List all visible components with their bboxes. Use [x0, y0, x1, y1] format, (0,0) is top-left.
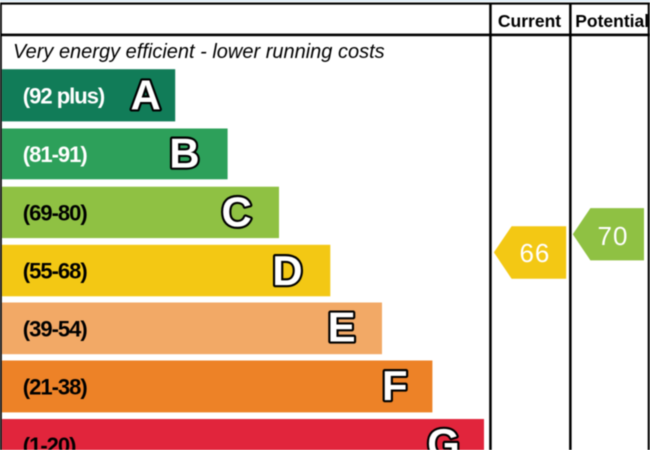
svg-text:(39-54): (39-54) [23, 316, 88, 341]
svg-text:Current: Current [498, 11, 561, 31]
svg-text:(69-80): (69-80) [23, 200, 88, 225]
svg-text:(92 plus): (92 plus) [23, 83, 105, 108]
svg-text:(21-38): (21-38) [23, 375, 88, 400]
svg-text:70: 70 [598, 221, 629, 251]
svg-text:(81-91): (81-91) [23, 142, 88, 167]
svg-text:66: 66 [519, 238, 550, 268]
svg-text:Potential: Potential [575, 11, 649, 31]
svg-text:Very energy efficient - lower: Very energy efficient - lower running co… [13, 41, 385, 63]
svg-text:(55-68): (55-68) [23, 259, 88, 284]
svg-text:(1-20): (1-20) [23, 433, 76, 450]
